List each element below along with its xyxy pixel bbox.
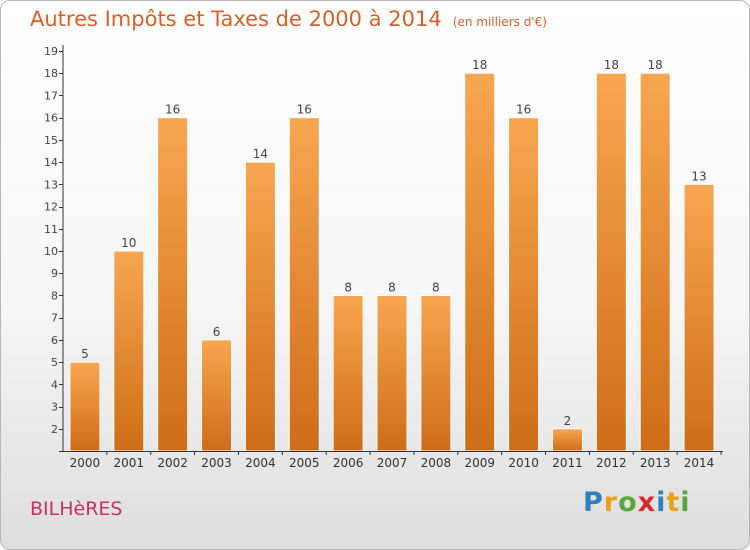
- bar: [376, 294, 408, 452]
- bar-value-label: 8: [344, 280, 352, 294]
- bar-value-label: 5: [81, 347, 89, 361]
- y-tick-label: 4: [51, 378, 58, 391]
- bar: [244, 161, 276, 452]
- x-tick-label: 2006: [333, 456, 364, 470]
- y-tick-label: 14: [44, 156, 58, 169]
- bar-value-label: 14: [253, 147, 268, 161]
- bar: [551, 428, 583, 452]
- x-tick-label: 2014: [684, 456, 715, 470]
- bar-value-label: 18: [472, 58, 487, 72]
- bar-value-label: 8: [432, 280, 440, 294]
- y-tick-label: 18: [44, 67, 58, 80]
- x-tick-label: 2004: [245, 456, 276, 470]
- bar: [639, 72, 671, 452]
- y-tick-label: 15: [44, 134, 58, 147]
- y-tick-label: 16: [44, 112, 58, 125]
- x-tick-label: 2000: [70, 456, 101, 470]
- y-tick-label: 7: [51, 312, 58, 325]
- bar-value-label: 13: [691, 169, 706, 183]
- bar-value-label: 16: [516, 103, 531, 117]
- y-tick-label: 17: [44, 89, 58, 102]
- y-tick-label: 12: [44, 201, 58, 214]
- bar: [157, 117, 189, 452]
- y-tick-label: 3: [51, 401, 58, 414]
- bar: [508, 117, 540, 452]
- y-tick-label: 2: [51, 423, 58, 436]
- place-name: BILHèRES: [30, 498, 123, 520]
- x-tick-label: 2008: [421, 456, 452, 470]
- bar: [332, 294, 364, 452]
- y-tick-label: 5: [51, 356, 58, 369]
- bar: [464, 72, 496, 452]
- bar-value-label: 18: [604, 58, 619, 72]
- x-tick-label: 2011: [552, 456, 583, 470]
- bar: [420, 294, 452, 452]
- x-tick-label: 2003: [201, 456, 232, 470]
- bar-value-label: 6: [213, 325, 221, 339]
- bar: [69, 361, 101, 452]
- logo-letter: o: [618, 487, 638, 518]
- x-tick-label: 2001: [114, 456, 145, 470]
- x-tick-label: 2005: [289, 456, 320, 470]
- x-tick-label: 2002: [157, 456, 188, 470]
- bar-value-label: 16: [165, 103, 180, 117]
- bar-value-label: 2: [564, 414, 572, 428]
- bar: [683, 183, 715, 452]
- x-tick-label: 2009: [464, 456, 495, 470]
- x-tick-label: 2010: [508, 456, 539, 470]
- logo-letter: i: [656, 487, 667, 518]
- bar: [288, 117, 320, 452]
- x-tick-label: 2012: [596, 456, 627, 470]
- y-tick-label: 6: [51, 334, 58, 347]
- bar-value-label: 18: [648, 58, 663, 72]
- x-tick-label: 2007: [377, 456, 408, 470]
- y-tick-label: 10: [44, 245, 58, 258]
- bar: [113, 250, 145, 452]
- x-tick-label: 2013: [640, 456, 671, 470]
- y-tick-label: 8: [51, 289, 58, 302]
- y-tick-label: 19: [44, 45, 58, 58]
- bar-value-label: 10: [121, 236, 136, 250]
- logo-letter: P: [583, 487, 604, 518]
- logo-letter: x: [637, 487, 657, 518]
- y-tick-label: 9: [51, 267, 58, 280]
- chart-title: Autres Impôts et Taxes de 2000 à 2014: [30, 7, 442, 31]
- logo-letter: i: [680, 487, 691, 518]
- y-tick-label: 11: [44, 223, 58, 236]
- y-tick-label: 13: [44, 178, 58, 191]
- bar-value-label: 8: [388, 280, 396, 294]
- bar-value-label: 16: [297, 103, 312, 117]
- proxiti-logo: Proxiti: [583, 487, 691, 518]
- bar: [201, 339, 233, 452]
- chart-subtitle: (en milliers d'€): [452, 15, 547, 29]
- logo-letter: r: [603, 487, 619, 518]
- bar: [595, 72, 627, 452]
- chart-title-block: Autres Impôts et Taxes de 2000 à 2014 (e…: [30, 7, 547, 31]
- logo-letter: t: [666, 487, 681, 518]
